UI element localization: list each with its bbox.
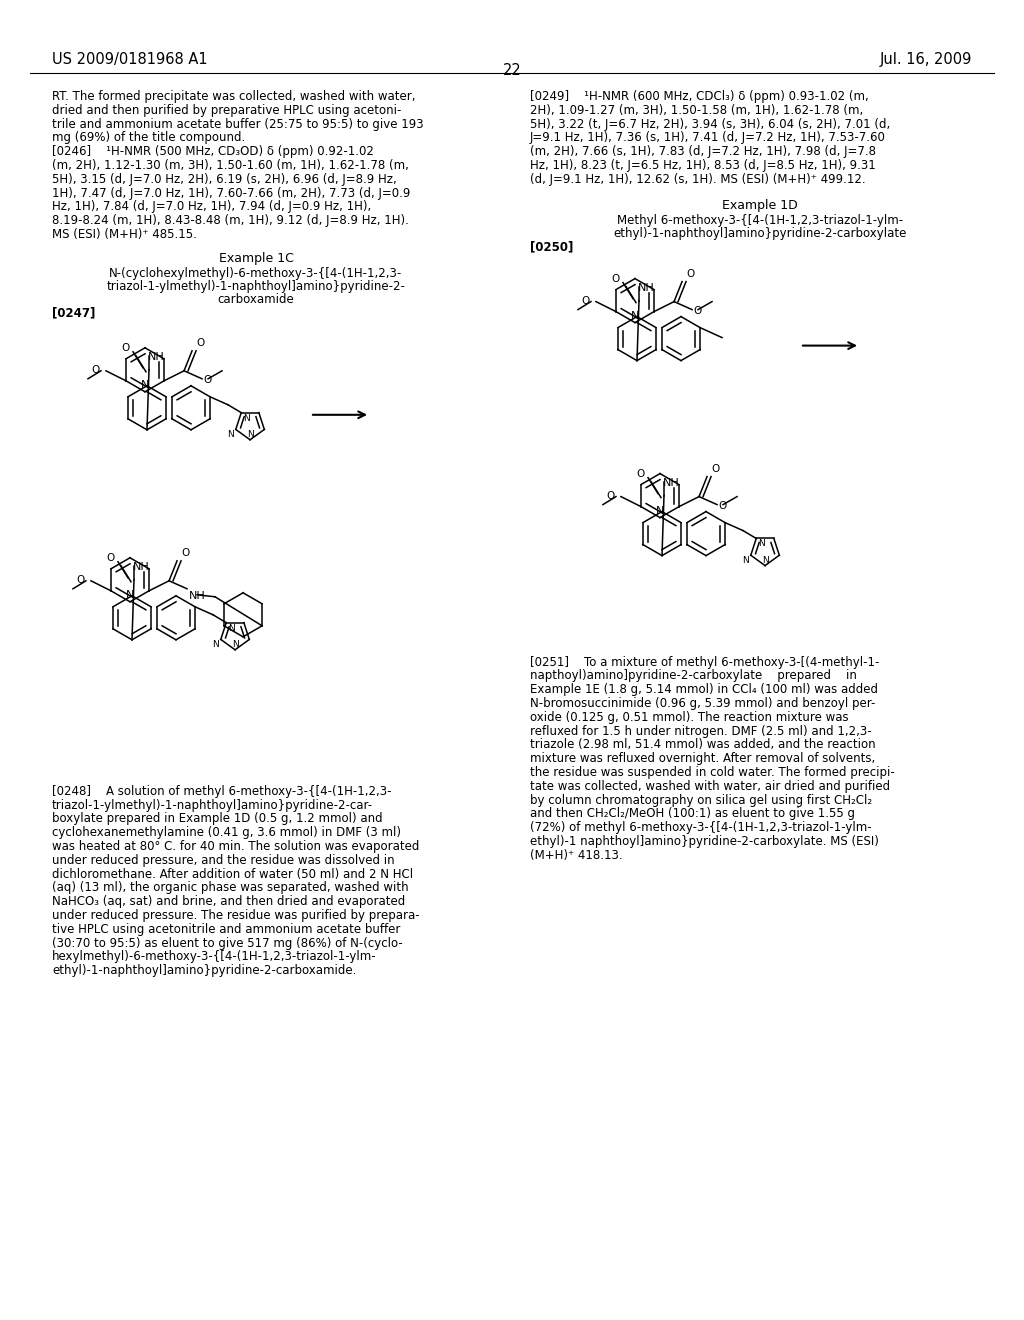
- Text: N: N: [758, 540, 765, 549]
- Text: carboxamide: carboxamide: [218, 293, 294, 306]
- Text: 5H), 3.22 (t, J=6.7 Hz, 2H), 3.94 (s, 3H), 6.04 (s, 2H), 7.01 (d,: 5H), 3.22 (t, J=6.7 Hz, 2H), 3.94 (s, 3H…: [530, 117, 890, 131]
- Text: was heated at 80° C. for 40 min. The solution was evaporated: was heated at 80° C. for 40 min. The sol…: [52, 840, 420, 853]
- Text: 8.19-8.24 (m, 1H), 8.43-8.48 (m, 1H), 9.12 (d, J=8.9 Hz, 1H).: 8.19-8.24 (m, 1H), 8.43-8.48 (m, 1H), 9.…: [52, 214, 409, 227]
- Text: US 2009/0181968 A1: US 2009/0181968 A1: [52, 51, 208, 67]
- Text: [0248]    A solution of methyl 6-methoxy-3-{[4-(1H-1,2,3-: [0248] A solution of methyl 6-methoxy-3-…: [52, 785, 391, 797]
- Text: dried and then purified by preparative HPLC using acetoni-: dried and then purified by preparative H…: [52, 104, 401, 116]
- Text: O: O: [77, 574, 85, 585]
- Text: Methyl 6-methoxy-3-{[4-(1H-1,2,3-triazol-1-ylm-: Methyl 6-methoxy-3-{[4-(1H-1,2,3-triazol…: [616, 214, 903, 227]
- Text: [0251]    To a mixture of methyl 6-methoxy-3-[(4-methyl-1-: [0251] To a mixture of methyl 6-methoxy-…: [530, 656, 880, 669]
- Text: napthoyl)amino]pyridine-2-carboxylate    prepared    in: napthoyl)amino]pyridine-2-carboxylate pr…: [530, 669, 857, 682]
- Text: O: O: [611, 273, 620, 284]
- Text: under reduced pressure, and the residue was dissolved in: under reduced pressure, and the residue …: [52, 854, 394, 867]
- Text: Hz, 1H), 8.23 (t, J=6.5 Hz, 1H), 8.53 (d, J=8.5 Hz, 1H), 9.31: Hz, 1H), 8.23 (t, J=6.5 Hz, 1H), 8.53 (d…: [530, 158, 876, 172]
- Text: O: O: [606, 491, 615, 500]
- Text: N: N: [212, 640, 219, 649]
- Text: mixture was refluxed overnight. After removal of solvents,: mixture was refluxed overnight. After re…: [530, 752, 876, 766]
- Text: 2H), 1.09-1.27 (m, 3H), 1.50-1.58 (m, 1H), 1.62-1.78 (m,: 2H), 1.09-1.27 (m, 3H), 1.50-1.58 (m, 1H…: [530, 104, 863, 116]
- Text: under reduced pressure. The residue was purified by prepara-: under reduced pressure. The residue was …: [52, 909, 420, 921]
- Text: N-(cyclohexylmethyl)-6-methoxy-3-{[4-(1H-1,2,3-: N-(cyclohexylmethyl)-6-methoxy-3-{[4-(1H…: [110, 267, 402, 280]
- Text: N: N: [655, 506, 665, 516]
- Text: O: O: [686, 268, 694, 279]
- Text: O: O: [122, 343, 130, 352]
- Text: triazole (2.98 ml, 51.4 mmol) was added, and the reaction: triazole (2.98 ml, 51.4 mmol) was added,…: [530, 738, 876, 751]
- Text: ethyl)-1-naphthoyl]amino}pyridine-2-carboxamide.: ethyl)-1-naphthoyl]amino}pyridine-2-carb…: [52, 964, 356, 977]
- Text: refluxed for 1.5 h under nitrogen. DMF (2.5 ml) and 1,2,3-: refluxed for 1.5 h under nitrogen. DMF (…: [530, 725, 871, 738]
- Text: hexylmethyl)-6-methoxy-3-{[4-(1H-1,2,3-triazol-1-ylm-: hexylmethyl)-6-methoxy-3-{[4-(1H-1,2,3-t…: [52, 950, 377, 964]
- Text: (m, 2H), 1.12-1.30 (m, 3H), 1.50-1.60 (m, 1H), 1.62-1.78 (m,: (m, 2H), 1.12-1.30 (m, 3H), 1.50-1.60 (m…: [52, 158, 409, 172]
- Text: N-bromosuccinimide (0.96 g, 5.39 mmol) and benzoyl per-: N-bromosuccinimide (0.96 g, 5.39 mmol) a…: [530, 697, 876, 710]
- Text: 22: 22: [503, 63, 521, 78]
- Text: trile and ammonium acetate buffer (25:75 to 95:5) to give 193: trile and ammonium acetate buffer (25:75…: [52, 117, 424, 131]
- Text: the residue was suspended in cold water. The formed precipi-: the residue was suspended in cold water.…: [530, 766, 895, 779]
- Text: dichloromethane. After addition of water (50 ml) and 2 N HCl: dichloromethane. After addition of water…: [52, 867, 413, 880]
- Text: cyclohexanemethylamine (0.41 g, 3.6 mmol) in DMF (3 ml): cyclohexanemethylamine (0.41 g, 3.6 mmol…: [52, 826, 401, 840]
- Text: N: N: [742, 556, 749, 565]
- Text: O: O: [106, 553, 115, 562]
- Text: MS (ESI) (M+H)⁺ 485.15.: MS (ESI) (M+H)⁺ 485.15.: [52, 228, 197, 242]
- Text: (m, 2H), 7.66 (s, 1H), 7.83 (d, J=7.2 Hz, 1H), 7.98 (d, J=7.8: (m, 2H), 7.66 (s, 1H), 7.83 (d, J=7.2 Hz…: [530, 145, 876, 158]
- Text: [0249]    ¹H-NMR (600 MHz, CDCl₃) δ (ppm) 0.93-1.02 (m,: [0249] ¹H-NMR (600 MHz, CDCl₃) δ (ppm) 0…: [530, 90, 868, 103]
- Text: N: N: [227, 430, 233, 440]
- Text: triazol-1-ylmethyl)-1-naphthoyl]amino}pyridine-2-car-: triazol-1-ylmethyl)-1-naphthoyl]amino}py…: [52, 799, 373, 812]
- Text: N: N: [244, 413, 250, 422]
- Text: O: O: [582, 296, 590, 306]
- Text: J=9.1 Hz, 1H), 7.36 (s, 1H), 7.41 (d, J=7.2 Hz, 1H), 7.53-7.60: J=9.1 Hz, 1H), 7.36 (s, 1H), 7.41 (d, J=…: [530, 132, 886, 144]
- Text: [0250]: [0250]: [530, 240, 573, 253]
- Text: O: O: [718, 500, 726, 511]
- Text: (30:70 to 95:5) as eluent to give 517 mg (86%) of N-(cyclo-: (30:70 to 95:5) as eluent to give 517 mg…: [52, 937, 402, 949]
- Text: O: O: [181, 548, 189, 558]
- Text: NH: NH: [189, 591, 206, 601]
- Text: by column chromatography on silica gel using first CH₂Cl₂: by column chromatography on silica gel u…: [530, 793, 872, 807]
- Text: NaHCO₃ (aq, sat) and brine, and then dried and evaporated: NaHCO₃ (aq, sat) and brine, and then dri…: [52, 895, 406, 908]
- Text: Jul. 16, 2009: Jul. 16, 2009: [880, 51, 972, 67]
- Text: NH: NH: [148, 352, 165, 362]
- Text: ethyl)-1 naphthoyl]amino}pyridine-2-carboxylate. MS (ESI): ethyl)-1 naphthoyl]amino}pyridine-2-carb…: [530, 836, 879, 847]
- Text: 1H), 7.47 (d, J=7.0 Hz, 1H), 7.60-7.66 (m, 2H), 7.73 (d, J=0.9: 1H), 7.47 (d, J=7.0 Hz, 1H), 7.60-7.66 (…: [52, 186, 411, 199]
- Text: ethyl)-1-naphthoyl]amino}pyridine-2-carboxylate: ethyl)-1-naphthoyl]amino}pyridine-2-carb…: [613, 227, 906, 240]
- Text: triazol-1-ylmethyl)-1-naphthoyl]amino}pyridine-2-: triazol-1-ylmethyl)-1-naphthoyl]amino}py…: [106, 280, 406, 293]
- Text: N: N: [631, 310, 639, 321]
- Text: (M+H)⁺ 418.13.: (M+H)⁺ 418.13.: [530, 849, 623, 862]
- Text: N: N: [762, 556, 768, 565]
- Text: N: N: [141, 380, 150, 389]
- Text: O: O: [711, 463, 719, 474]
- Text: NH: NH: [638, 282, 654, 293]
- Text: RT. The formed precipitate was collected, washed with water,: RT. The formed precipitate was collected…: [52, 90, 416, 103]
- Text: O: O: [196, 338, 205, 347]
- Text: N: N: [228, 623, 234, 632]
- Text: O: O: [693, 306, 701, 315]
- Text: (aq) (13 ml), the organic phase was separated, washed with: (aq) (13 ml), the organic phase was sepa…: [52, 882, 409, 895]
- Text: boxylate prepared in Example 1D (0.5 g, 1.2 mmol) and: boxylate prepared in Example 1D (0.5 g, …: [52, 812, 383, 825]
- Text: Example 1E (1.8 g, 5.14 mmol) in CCl₄ (100 ml) was added: Example 1E (1.8 g, 5.14 mmol) in CCl₄ (1…: [530, 684, 878, 696]
- Text: [0246]    ¹H-NMR (500 MHz, CD₃OD) δ (ppm) 0.92-1.02: [0246] ¹H-NMR (500 MHz, CD₃OD) δ (ppm) 0…: [52, 145, 374, 158]
- Text: O: O: [637, 469, 645, 479]
- Text: Hz, 1H), 7.84 (d, J=7.0 Hz, 1H), 7.94 (d, J=0.9 Hz, 1H),: Hz, 1H), 7.84 (d, J=7.0 Hz, 1H), 7.94 (d…: [52, 201, 372, 214]
- Text: O: O: [203, 375, 211, 385]
- Text: Example 1D: Example 1D: [722, 198, 798, 211]
- Text: tive HPLC using acetonitrile and ammonium acetate buffer: tive HPLC using acetonitrile and ammoniu…: [52, 923, 400, 936]
- Text: oxide (0.125 g, 0.51 mmol). The reaction mixture was: oxide (0.125 g, 0.51 mmol). The reaction…: [530, 710, 849, 723]
- Text: tate was collected, washed with water, air dried and purified: tate was collected, washed with water, a…: [530, 780, 890, 793]
- Text: [0247]: [0247]: [52, 306, 95, 319]
- Text: mg (69%) of the title compound.: mg (69%) of the title compound.: [52, 132, 246, 144]
- Text: 5H), 3.15 (d, J=7.0 Hz, 2H), 6.19 (s, 2H), 6.96 (d, J=8.9 Hz,: 5H), 3.15 (d, J=7.0 Hz, 2H), 6.19 (s, 2H…: [52, 173, 396, 186]
- Text: (72%) of methyl 6-methoxy-3-{[4-(1H-1,2,3-triazol-1-ylm-: (72%) of methyl 6-methoxy-3-{[4-(1H-1,2,…: [530, 821, 871, 834]
- Text: and then CH₂Cl₂/MeOH (100:1) as eluent to give 1.55 g: and then CH₂Cl₂/MeOH (100:1) as eluent t…: [530, 808, 855, 821]
- Text: N: N: [247, 430, 253, 438]
- Text: N: N: [126, 590, 134, 599]
- Text: Example 1C: Example 1C: [218, 252, 294, 265]
- Text: O: O: [92, 364, 100, 375]
- Text: NH: NH: [133, 562, 150, 572]
- Text: N: N: [231, 640, 239, 649]
- Text: NH: NH: [663, 478, 680, 487]
- Text: (d, J=9.1 Hz, 1H), 12.62 (s, 1H). MS (ESI) (M+H)⁺ 499.12.: (d, J=9.1 Hz, 1H), 12.62 (s, 1H). MS (ES…: [530, 173, 865, 186]
